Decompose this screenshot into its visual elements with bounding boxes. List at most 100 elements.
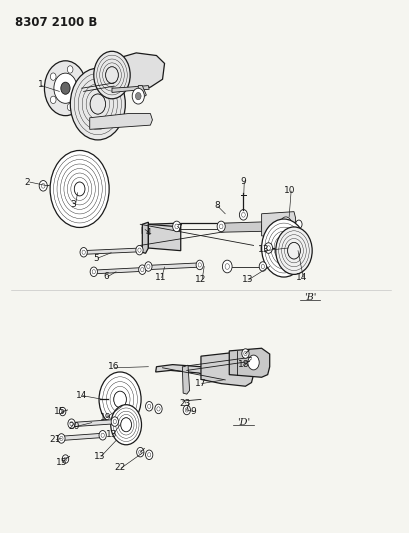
Text: 13: 13	[241, 275, 253, 284]
Circle shape	[222, 260, 231, 273]
Circle shape	[275, 227, 311, 274]
Text: 14: 14	[296, 272, 307, 281]
Text: 8: 8	[214, 201, 220, 210]
Text: 3: 3	[70, 200, 76, 209]
Circle shape	[135, 245, 143, 255]
Circle shape	[239, 209, 247, 220]
Circle shape	[78, 85, 83, 92]
Circle shape	[70, 68, 125, 140]
Text: 'D': 'D'	[236, 417, 249, 426]
Circle shape	[62, 455, 69, 463]
Circle shape	[90, 267, 97, 277]
Circle shape	[145, 401, 153, 411]
Text: 5: 5	[93, 254, 99, 263]
Polygon shape	[142, 222, 148, 253]
Circle shape	[106, 67, 118, 83]
Text: 9: 9	[189, 407, 195, 416]
Circle shape	[67, 103, 73, 111]
Text: 1: 1	[38, 80, 44, 89]
Circle shape	[241, 349, 249, 358]
Circle shape	[110, 405, 141, 445]
Text: 11: 11	[154, 273, 166, 282]
Polygon shape	[116, 53, 164, 90]
Circle shape	[50, 73, 56, 80]
Polygon shape	[59, 433, 104, 441]
Polygon shape	[70, 419, 117, 427]
Circle shape	[99, 372, 141, 427]
Circle shape	[287, 243, 300, 259]
Text: 20: 20	[68, 422, 79, 431]
Circle shape	[50, 96, 56, 103]
Circle shape	[67, 66, 73, 73]
Text: 14: 14	[76, 391, 87, 400]
Text: 4: 4	[145, 228, 151, 237]
Text: 23: 23	[179, 399, 190, 408]
Circle shape	[132, 88, 144, 104]
Circle shape	[247, 355, 258, 370]
Circle shape	[94, 51, 130, 99]
Circle shape	[39, 181, 47, 191]
Text: 9: 9	[240, 176, 246, 185]
Polygon shape	[138, 86, 146, 98]
Text: 15: 15	[54, 407, 65, 416]
Polygon shape	[92, 268, 144, 274]
Circle shape	[80, 247, 87, 257]
Polygon shape	[229, 348, 269, 377]
Text: 13: 13	[94, 452, 106, 461]
Circle shape	[172, 221, 180, 232]
Polygon shape	[182, 365, 189, 394]
Polygon shape	[261, 212, 295, 237]
Circle shape	[68, 419, 75, 429]
Circle shape	[121, 418, 131, 432]
Text: 19: 19	[100, 413, 111, 422]
Text: 13: 13	[106, 430, 117, 439]
Circle shape	[135, 92, 141, 100]
Circle shape	[113, 391, 126, 408]
Circle shape	[279, 217, 291, 232]
Text: 18: 18	[237, 360, 249, 369]
Text: 10: 10	[283, 185, 295, 195]
Circle shape	[183, 405, 190, 415]
Circle shape	[99, 431, 106, 440]
Circle shape	[111, 417, 118, 426]
Circle shape	[261, 222, 269, 232]
Circle shape	[50, 150, 109, 228]
Text: 16: 16	[108, 362, 119, 371]
Polygon shape	[142, 223, 176, 234]
Circle shape	[264, 243, 272, 253]
Text: 22: 22	[114, 464, 126, 472]
Circle shape	[136, 447, 144, 457]
Circle shape	[196, 260, 203, 270]
Text: 17: 17	[195, 379, 206, 388]
Polygon shape	[220, 222, 271, 232]
Circle shape	[58, 434, 65, 443]
Circle shape	[261, 219, 306, 277]
Circle shape	[144, 262, 152, 271]
Circle shape	[74, 182, 85, 196]
Circle shape	[54, 73, 77, 103]
Circle shape	[145, 450, 153, 459]
Circle shape	[258, 262, 266, 271]
Polygon shape	[146, 263, 201, 270]
Circle shape	[217, 221, 225, 232]
Polygon shape	[200, 353, 253, 386]
Polygon shape	[90, 114, 152, 130]
Text: 15: 15	[56, 458, 67, 467]
Polygon shape	[148, 224, 180, 251]
Polygon shape	[155, 365, 229, 384]
Text: 8307 2100 B: 8307 2100 B	[15, 16, 97, 29]
Text: 6: 6	[103, 272, 108, 281]
Circle shape	[44, 61, 86, 116]
Circle shape	[138, 265, 146, 274]
Circle shape	[295, 220, 301, 229]
Circle shape	[61, 82, 70, 94]
Circle shape	[283, 221, 288, 228]
Circle shape	[90, 94, 105, 114]
Circle shape	[276, 239, 290, 257]
Polygon shape	[81, 248, 141, 254]
Text: 12: 12	[195, 274, 206, 284]
Text: 7: 7	[175, 224, 181, 233]
Circle shape	[155, 404, 162, 414]
Text: 13: 13	[257, 245, 269, 254]
Circle shape	[59, 407, 66, 416]
